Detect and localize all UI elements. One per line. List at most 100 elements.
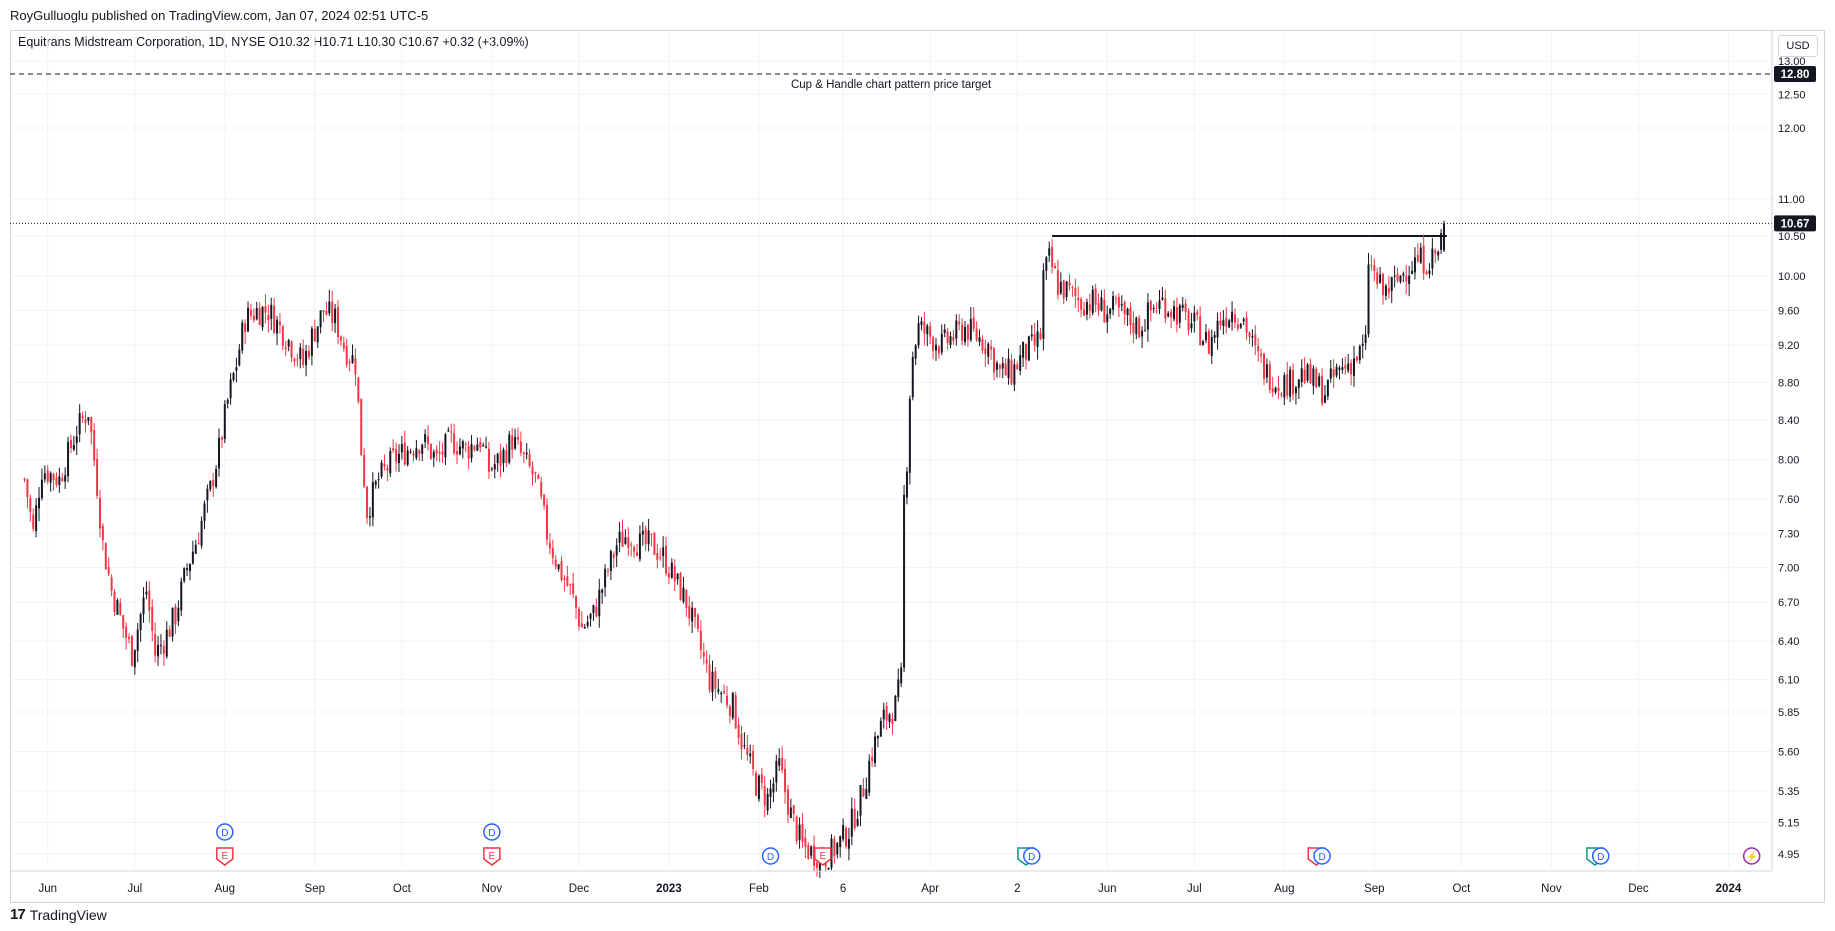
candle xyxy=(609,549,612,581)
candle xyxy=(836,841,839,859)
time-axis[interactable]: Jun Jul Aug Sep Oct Nov Dec 2023 Feb 6 Apr 2 Jun Jul A… xyxy=(10,870,1772,895)
candle-body xyxy=(702,652,705,657)
candle xyxy=(784,758,787,804)
candle-body xyxy=(107,567,110,575)
earnings-marker[interactable]: E xyxy=(483,847,501,866)
candle-body xyxy=(1419,247,1422,263)
candle xyxy=(789,798,792,819)
candle-body xyxy=(1422,245,1425,274)
candle-body xyxy=(711,671,714,693)
candle-body xyxy=(557,564,560,570)
candle-body xyxy=(972,317,975,329)
candle xyxy=(1126,307,1129,327)
candle xyxy=(368,506,371,527)
dividend-marker[interactable]: D xyxy=(761,847,780,865)
candle-body xyxy=(220,437,223,440)
candle-body xyxy=(1379,274,1382,283)
dividend-marker[interactable]: D xyxy=(216,823,234,841)
candle xyxy=(740,725,743,760)
candle-body xyxy=(1126,308,1129,316)
candle xyxy=(1083,301,1086,317)
target-price-badge: 12.80 xyxy=(1781,69,1810,81)
candle xyxy=(473,444,476,452)
y-tick-label: 5.15 xyxy=(1778,817,1799,829)
candle xyxy=(342,336,345,352)
dividend-marker[interactable]: D xyxy=(1023,847,1041,865)
dividend-marker[interactable]: D xyxy=(1591,847,1610,865)
candle-body xyxy=(612,554,615,558)
candle-body xyxy=(1129,307,1132,326)
candle xyxy=(1294,385,1297,405)
candle-body xyxy=(110,577,113,591)
candle-body xyxy=(810,846,813,856)
svg-text:E: E xyxy=(819,851,826,862)
candle xyxy=(1013,358,1016,392)
candle xyxy=(302,339,305,369)
x-tick-label: Jun xyxy=(38,883,57,895)
candle-body xyxy=(38,497,41,509)
dividend-marker[interactable]: D xyxy=(1313,847,1331,865)
candle-body xyxy=(766,793,769,811)
candle-body xyxy=(1178,305,1181,323)
price-axis[interactable]: 4.95 5.15 5.35 5.60 5.85 6.10 6.40 6.70 7.00 7.30… xyxy=(1771,30,1816,871)
candle xyxy=(815,859,818,877)
price-chart[interactable]: Cup & Handle chart pattern price target … xyxy=(0,0,1835,905)
candle-body xyxy=(1303,369,1306,383)
candle-body xyxy=(624,537,627,544)
candle xyxy=(397,444,400,472)
candle xyxy=(307,345,310,360)
candle xyxy=(1413,247,1416,280)
candle-body xyxy=(136,629,139,651)
candle-body xyxy=(226,399,229,404)
earnings-marker[interactable]: E xyxy=(216,847,234,866)
currency-button[interactable]: USD xyxy=(1778,35,1818,57)
candle-body xyxy=(795,816,798,842)
candle-body xyxy=(46,470,49,482)
candle-body xyxy=(911,356,914,398)
candle xyxy=(633,545,636,558)
candle xyxy=(1376,267,1379,289)
candle-body xyxy=(1054,265,1057,269)
candle-body xyxy=(1442,223,1445,251)
earnings-marker[interactable]: E xyxy=(814,847,832,866)
candle xyxy=(650,533,653,547)
dividend-marker[interactable]: D xyxy=(483,823,501,841)
candle-body xyxy=(522,452,525,454)
candle xyxy=(1091,285,1094,316)
candle-body xyxy=(699,630,702,651)
candle xyxy=(528,449,531,469)
candle xyxy=(64,467,67,490)
candle-body xyxy=(969,319,972,341)
candle xyxy=(882,702,885,729)
candle-body xyxy=(1019,355,1022,371)
event-markers[interactable]: DEDEDEEDEDED⚡ xyxy=(216,823,1761,866)
x-tick-label: Aug xyxy=(215,883,235,895)
candle xyxy=(1411,261,1414,275)
candle-body xyxy=(731,692,734,718)
y-tick-label: 10.50 xyxy=(1778,231,1806,243)
candle-body xyxy=(1219,320,1222,325)
candle xyxy=(72,435,75,452)
candle xyxy=(955,314,958,346)
candle xyxy=(432,449,435,468)
y-tick-label: 7.00 xyxy=(1778,563,1799,575)
candle xyxy=(714,667,717,699)
candle-body xyxy=(1149,301,1152,311)
candle-body xyxy=(836,843,839,855)
candle xyxy=(421,443,424,462)
candle-body xyxy=(377,479,380,481)
candle-body xyxy=(133,649,136,668)
candle xyxy=(975,321,978,343)
candle xyxy=(470,434,473,463)
y-tick-label: 7.30 xyxy=(1778,528,1799,540)
candle-body xyxy=(856,819,859,826)
candle-body xyxy=(990,346,993,350)
candle xyxy=(1190,312,1193,333)
candle-body xyxy=(1437,251,1440,256)
candle xyxy=(548,533,551,555)
candle-body xyxy=(319,310,322,328)
split-marker[interactable]: ⚡ xyxy=(1742,847,1761,865)
candle xyxy=(1355,355,1358,364)
candle-body xyxy=(1440,233,1443,250)
candle-body xyxy=(1161,297,1164,300)
